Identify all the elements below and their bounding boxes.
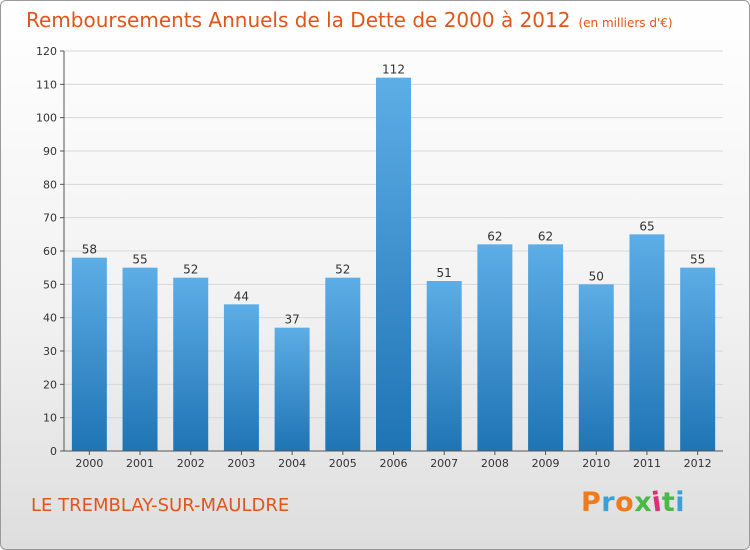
- data-label: 62: [487, 229, 502, 243]
- bar: [477, 244, 513, 451]
- y-tick-label: 50: [43, 278, 57, 291]
- data-label: 37: [284, 313, 299, 327]
- x-tick-label: 2008: [481, 457, 509, 470]
- x-tick-label: 2005: [329, 457, 357, 470]
- y-tick-label: 40: [43, 312, 57, 325]
- data-label: 52: [335, 263, 350, 277]
- data-label: 65: [639, 219, 654, 233]
- town-name: LE TREMBLAY-SUR-MAULDRE: [31, 495, 290, 516]
- x-tick-label: 2001: [126, 457, 154, 470]
- logo-letter: r: [601, 487, 616, 518]
- x-tick-label: 2012: [684, 457, 712, 470]
- data-label: 62: [538, 229, 553, 243]
- y-tick-label: 120: [36, 45, 57, 58]
- bar: [274, 327, 310, 451]
- logo-letter: P: [581, 487, 602, 518]
- bar: [680, 267, 716, 451]
- y-tick-label: 0: [50, 445, 57, 458]
- x-tick-label: 2007: [430, 457, 458, 470]
- y-tick-label: 30: [43, 345, 57, 358]
- x-tick-label: 2000: [75, 457, 103, 470]
- chart-title-text: Remboursements Annuels de la Dette de 20…: [26, 8, 571, 32]
- logo-letter: x: [634, 487, 653, 518]
- bar: [629, 234, 665, 451]
- logo-letter: o: [615, 487, 635, 518]
- chart-unit: (en milliers d'€): [578, 16, 673, 30]
- y-tick-label: 90: [43, 145, 57, 158]
- bar: [173, 277, 209, 451]
- data-label: 55: [132, 253, 147, 267]
- chart-title: Remboursements Annuels de la Dette de 20…: [26, 8, 673, 32]
- logo-letter: i: [675, 487, 686, 518]
- bar: [376, 77, 411, 452]
- data-label: 58: [82, 243, 97, 257]
- x-tick-label: 2009: [532, 457, 560, 470]
- data-label: 112: [382, 63, 405, 77]
- y-tick-label: 80: [43, 178, 57, 191]
- y-tick-label: 70: [43, 212, 57, 225]
- y-tick-label: 110: [36, 78, 57, 91]
- data-label: 55: [690, 253, 705, 267]
- bar: [71, 257, 107, 451]
- data-label: 52: [183, 263, 198, 277]
- bar: [528, 244, 564, 451]
- data-label: 50: [589, 269, 604, 283]
- y-tick-label: 20: [43, 378, 57, 391]
- x-tick-label: 2010: [582, 457, 610, 470]
- proxiti-logo: Proxiti: [581, 486, 686, 518]
- bar: [122, 267, 158, 451]
- y-tick-label: 60: [43, 245, 57, 258]
- data-label: 51: [437, 266, 452, 280]
- y-tick-label: 100: [36, 112, 57, 125]
- logo-letter: t: [661, 487, 676, 518]
- bar: [578, 284, 614, 451]
- y-tick-label: 10: [43, 412, 57, 425]
- x-tick-label: 2003: [227, 457, 255, 470]
- x-tick-label: 2011: [633, 457, 661, 470]
- x-tick-label: 2002: [177, 457, 205, 470]
- x-tick-label: 2004: [278, 457, 306, 470]
- bar: [426, 281, 462, 451]
- data-label: 44: [234, 289, 249, 303]
- bar: [325, 277, 361, 451]
- bar: [223, 304, 259, 451]
- x-tick-label: 2006: [380, 457, 408, 470]
